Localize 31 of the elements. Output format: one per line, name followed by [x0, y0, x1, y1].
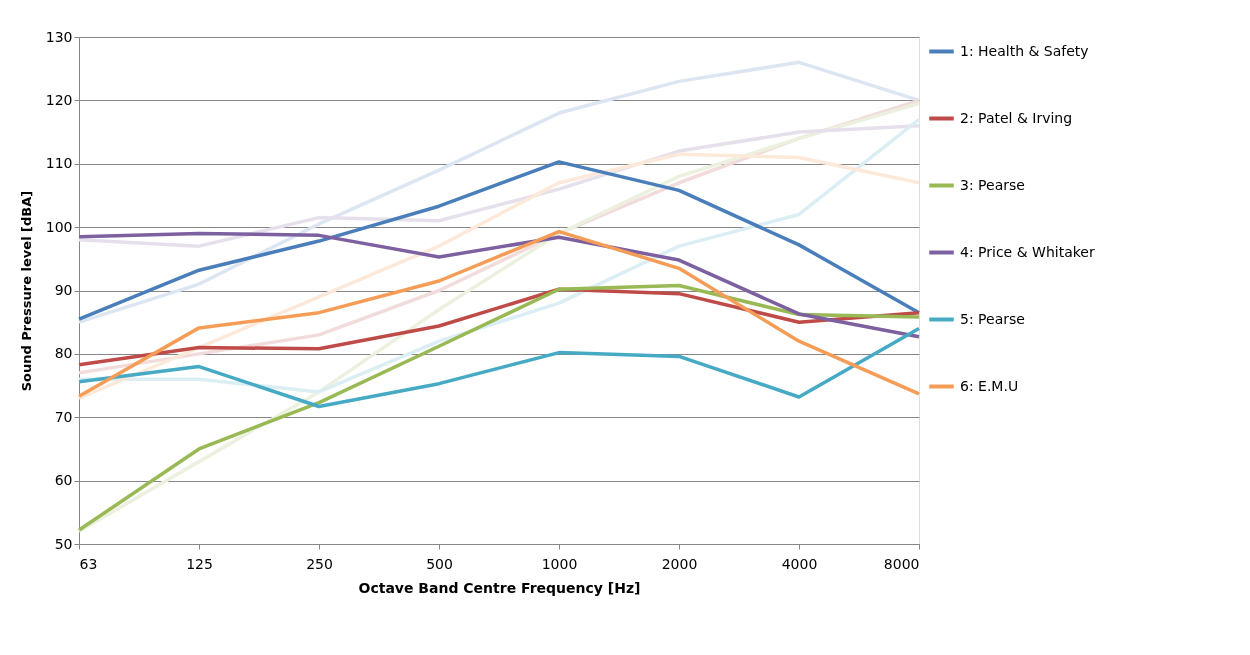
- y-tick-label: 70: [54, 408, 73, 425]
- x-tick-label: 8000: [883, 555, 920, 572]
- y-tick-label: 90: [54, 282, 73, 298]
- x-axis-title: Octave Band Centre Frequency [Hz]: [358, 579, 641, 596]
- x-tick-label: 250: [306, 555, 333, 572]
- x-tick-label: 63: [79, 555, 98, 572]
- y-tick-label: 50: [54, 535, 73, 552]
- y-axis-title: Sound Pressure level [dBA]: [18, 190, 34, 392]
- line-series: [77, 231, 921, 339]
- x-tick-label: 125: [186, 555, 213, 572]
- y-tick-label: 80: [54, 345, 73, 362]
- legend-label: 3: Pearse: [960, 176, 1025, 193]
- y-tick-label: 100: [45, 218, 73, 235]
- line-series: [77, 60, 921, 324]
- line-series: [77, 283, 921, 532]
- legend-label: 4: Price & Whitaker: [960, 243, 1095, 260]
- x-tick-label: 4000: [781, 555, 818, 572]
- x-tick-label: 500: [426, 555, 453, 572]
- legend-label: 2: Patel & Irving: [960, 109, 1073, 126]
- y-tick-label: 110: [45, 155, 73, 172]
- x-tick-label: 2000: [661, 555, 698, 572]
- y-tick-label: 120: [45, 91, 73, 108]
- legend-label: 5: Pearse: [960, 310, 1025, 327]
- y-tick-label: 130: [45, 28, 73, 45]
- line-series: [77, 229, 921, 399]
- y-tick-label: 60: [54, 472, 73, 489]
- line-series: [77, 326, 921, 409]
- x-tick-label: 1000: [541, 555, 578, 572]
- legend-label: 6: E.M.U: [960, 377, 1019, 394]
- line-series: [77, 160, 921, 321]
- legend-label: 1: Health & Safety: [960, 42, 1089, 59]
